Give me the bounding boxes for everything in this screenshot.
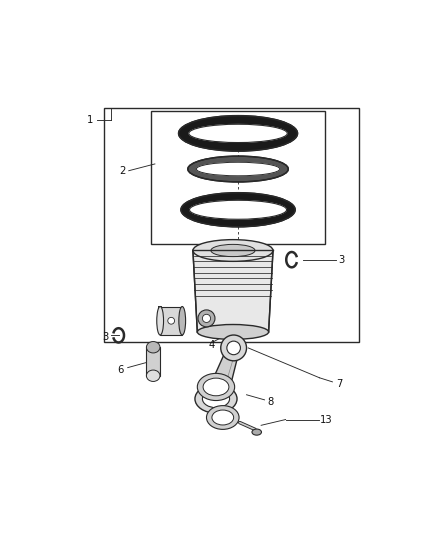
Text: 7: 7 [336, 378, 343, 389]
Ellipse shape [146, 370, 160, 382]
Ellipse shape [212, 410, 233, 425]
Polygon shape [146, 347, 160, 376]
Polygon shape [193, 251, 273, 332]
Ellipse shape [202, 390, 230, 408]
Text: 1: 1 [87, 115, 94, 125]
Polygon shape [160, 306, 182, 335]
Ellipse shape [190, 200, 286, 219]
Ellipse shape [157, 306, 163, 335]
Ellipse shape [203, 378, 229, 396]
Ellipse shape [197, 374, 235, 400]
Ellipse shape [168, 317, 175, 324]
Ellipse shape [197, 325, 268, 340]
Bar [152, 111, 325, 244]
Ellipse shape [181, 193, 295, 227]
Text: 13: 13 [320, 415, 332, 425]
Text: 4: 4 [209, 340, 215, 350]
Ellipse shape [179, 306, 186, 335]
Ellipse shape [146, 342, 160, 353]
Ellipse shape [179, 116, 297, 151]
Ellipse shape [195, 385, 237, 413]
Text: 2: 2 [119, 166, 125, 176]
Ellipse shape [189, 124, 287, 142]
Bar [104, 108, 359, 342]
Ellipse shape [188, 156, 288, 182]
Ellipse shape [227, 341, 240, 354]
Ellipse shape [198, 310, 215, 327]
Ellipse shape [193, 240, 273, 261]
Text: 6: 6 [117, 365, 124, 375]
Polygon shape [206, 346, 240, 402]
Ellipse shape [196, 162, 280, 176]
Ellipse shape [252, 429, 261, 435]
Text: 3: 3 [339, 255, 345, 265]
Text: 5: 5 [156, 305, 162, 316]
Text: 3: 3 [102, 332, 108, 342]
Ellipse shape [202, 314, 211, 322]
Ellipse shape [206, 406, 239, 430]
Text: 8: 8 [267, 397, 273, 407]
Ellipse shape [211, 245, 255, 256]
Ellipse shape [221, 335, 247, 361]
